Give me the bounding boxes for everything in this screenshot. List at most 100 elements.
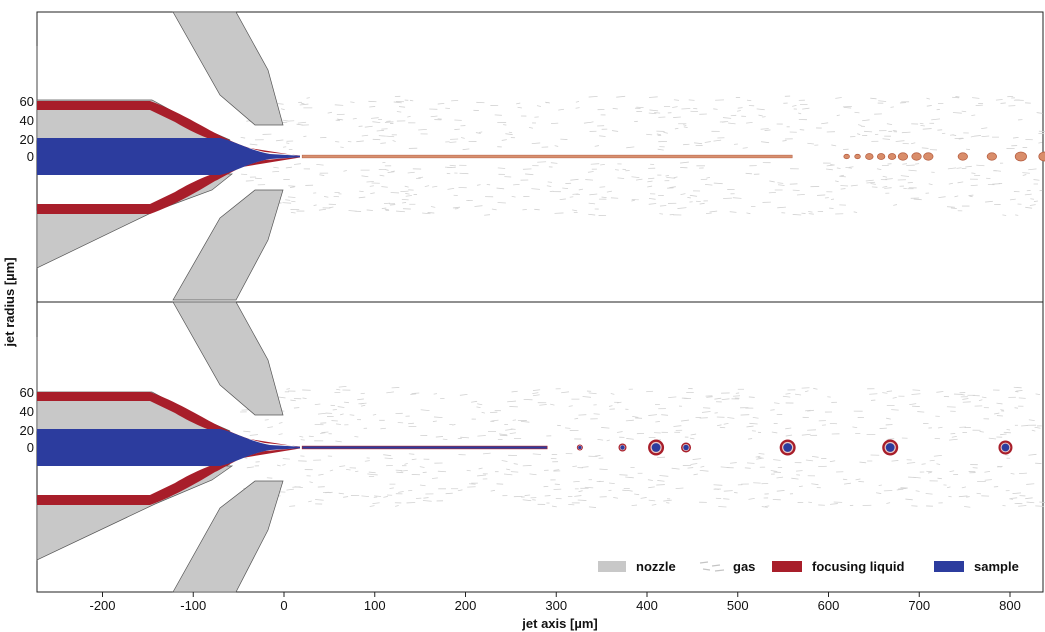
bottom-nozzle-outer-lower — [172, 480, 284, 593]
gas-streak — [381, 186, 388, 188]
gas-streak — [842, 478, 848, 481]
gas-streak — [965, 148, 971, 151]
gas-streak — [249, 434, 258, 436]
gas-streak — [746, 462, 755, 464]
gas-streak — [582, 396, 592, 398]
gas-streak — [646, 390, 654, 393]
gas-streak — [631, 504, 638, 507]
gas-streak — [517, 106, 522, 109]
gas-streak — [801, 433, 811, 436]
gas-streak — [430, 206, 436, 208]
gas-streak — [821, 122, 829, 125]
gas-streak — [640, 497, 647, 499]
gas-streak — [891, 460, 899, 462]
gas-streak — [744, 467, 751, 469]
gas-streak — [713, 484, 723, 486]
gas-streak — [840, 185, 849, 187]
gas-streak — [857, 124, 862, 126]
gas-streak — [785, 393, 791, 395]
gas-streak — [420, 409, 430, 412]
gas-streak — [354, 436, 359, 438]
gas-streak — [287, 196, 296, 198]
x-tick-label: 400 — [636, 598, 658, 613]
gas-streak — [327, 111, 333, 114]
gas-streak — [901, 131, 911, 134]
gas-streak — [746, 121, 753, 124]
gas-streak — [241, 173, 248, 176]
gas-streak — [723, 422, 729, 425]
gas-streak — [706, 396, 713, 398]
gas-streak — [508, 131, 513, 134]
gas-streak — [632, 416, 639, 418]
gas-streak — [372, 502, 380, 505]
gas-streak — [1000, 102, 1006, 104]
top-droplet — [876, 153, 886, 160]
gas-streak — [981, 135, 990, 138]
top-nozzle-outer-lower — [172, 189, 284, 301]
gas-streak — [534, 208, 540, 211]
gas-streak — [1016, 390, 1023, 392]
gas-streak — [384, 121, 394, 123]
gas-streak — [882, 186, 888, 188]
gas-streak — [398, 491, 404, 493]
top-sample-core — [37, 138, 300, 175]
gas-streak — [583, 122, 590, 124]
gas-streak — [886, 390, 893, 392]
gas-streak — [855, 478, 861, 481]
gas-streak — [957, 181, 964, 184]
gas-streak — [599, 135, 606, 137]
gas-streak — [673, 116, 681, 118]
gas-streak — [1028, 168, 1037, 171]
gas-streak — [402, 202, 407, 204]
gas-streak — [657, 480, 665, 482]
gas-streak — [1033, 179, 1040, 181]
gas-streak — [398, 106, 406, 108]
gas-streak — [972, 97, 980, 99]
gas-streak — [843, 482, 852, 485]
gas-streak — [882, 138, 890, 140]
top-droplet — [897, 152, 909, 161]
gas-streak — [334, 104, 344, 106]
gas-streak — [457, 489, 463, 492]
gas-streak — [680, 161, 689, 164]
gas-streak — [346, 468, 351, 471]
top-liquid-thread — [301, 154, 793, 159]
gas-streak — [692, 458, 702, 460]
gas-streak — [1039, 501, 1045, 503]
gas-streak — [612, 107, 618, 110]
gas-streak — [964, 506, 971, 508]
gas-streak — [338, 385, 347, 388]
gas-streak — [569, 196, 574, 198]
gas-streak — [929, 459, 935, 462]
gas-streak — [690, 463, 698, 465]
gas-streak — [285, 166, 292, 169]
bottom-droplet-core — [1001, 443, 1010, 452]
gas-streak — [762, 116, 766, 118]
top-focusing-liquid-upper — [37, 101, 300, 156]
gas-streak — [387, 171, 395, 173]
gas-streak — [997, 465, 1002, 468]
top-droplets — [843, 151, 1045, 162]
gas-streak — [840, 188, 846, 190]
gas-streak — [589, 193, 598, 196]
gas-streak — [1002, 214, 1007, 216]
legend-label-nozzle: nozzle — [636, 559, 676, 574]
gas-streak — [1036, 112, 1043, 114]
gas-streak — [655, 421, 660, 423]
top-y-tick-60: 60 — [20, 94, 34, 109]
gas-streak — [808, 213, 814, 215]
gas-streak — [950, 207, 957, 210]
gas-streak — [966, 496, 970, 498]
gas-streak — [505, 133, 513, 136]
gas-streak — [782, 395, 791, 398]
gas-streak — [422, 212, 431, 215]
gas-streak — [647, 180, 653, 183]
gas-streak — [656, 484, 665, 486]
gas-streak — [716, 424, 722, 427]
gas-streak — [913, 198, 922, 201]
gas-streak — [722, 117, 732, 119]
gas-streak — [1025, 206, 1033, 209]
gas-streak — [937, 477, 942, 480]
gas-streak — [760, 128, 769, 130]
gas-streak — [366, 181, 374, 183]
